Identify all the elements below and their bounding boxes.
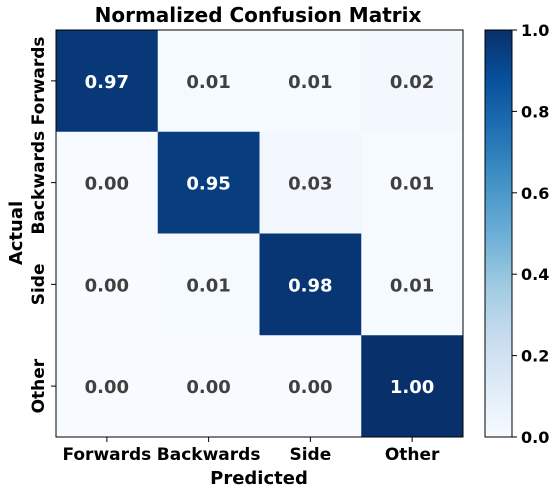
cell-value-label: 0.02 xyxy=(390,72,434,93)
heatmap-cell xyxy=(259,30,362,133)
cell-value-label: 0.01 xyxy=(186,72,230,93)
heatmap-cell xyxy=(259,131,362,234)
chart-title: Normalized Confusion Matrix xyxy=(95,3,422,27)
heatmap-cell xyxy=(259,233,362,336)
y-tick-labels: Forwards Backwards Side Other xyxy=(29,36,56,413)
heatmap-cell xyxy=(361,30,464,133)
cell-value-label: 1.00 xyxy=(390,377,434,398)
heatmap-cell xyxy=(259,335,362,438)
heatmap-cell xyxy=(56,233,159,336)
colorbar-tick-label: 1.0 xyxy=(521,21,549,40)
x-tick-label: Backwards xyxy=(157,445,261,465)
x-tick-label: Forwards xyxy=(62,445,151,465)
heatmap-cell xyxy=(157,233,260,336)
colorbar xyxy=(484,29,513,438)
cell-value-label: 0.97 xyxy=(85,72,129,93)
cell-value-label: 0.00 xyxy=(85,377,129,398)
y-tick-label: Other xyxy=(29,358,49,413)
heatmap-cell xyxy=(157,30,260,133)
x-tick-labels: Forwards Backwards Side Other xyxy=(62,437,440,465)
cell-value-label: 0.98 xyxy=(288,275,332,296)
cell-value-label: 0.00 xyxy=(85,174,129,195)
colorbar-tick-label: 0.2 xyxy=(521,347,549,366)
heatmap-cells: 0.97 0.01 0.01 0.02 0.00 0.95 0.03 0.01 0.00 0.01… xyxy=(56,30,464,438)
colorbar-tick-label: 0.6 xyxy=(521,184,549,203)
heatmap-cell xyxy=(56,335,159,438)
x-tick-label: Other xyxy=(385,445,440,465)
colorbar-tick-label: 0.0 xyxy=(521,428,549,447)
cell-value-label: 0.95 xyxy=(186,174,230,195)
cell-value-label: 0.00 xyxy=(85,275,129,296)
cell-value-label: 0.03 xyxy=(288,174,332,195)
cell-value-label: 0.00 xyxy=(186,377,230,398)
y-axis-label: Actual xyxy=(6,201,27,265)
heatmap-cell xyxy=(56,131,159,234)
cell-value-label: 0.01 xyxy=(390,275,434,296)
y-tick-label: Side xyxy=(29,263,49,305)
heatmap-cell xyxy=(361,335,464,438)
colorbar-ticks: 0.0 0.2 0.4 0.6 0.8 1.0 xyxy=(512,21,549,447)
y-tick-label: Forwards xyxy=(29,36,49,125)
y-tick-label: Backwards xyxy=(29,131,49,235)
heatmap-cell xyxy=(157,335,260,438)
plot-frame xyxy=(55,29,464,438)
cell-value-label: 0.00 xyxy=(288,377,332,398)
colorbar-tick-label: 0.8 xyxy=(521,102,549,121)
heatmap-cell xyxy=(361,131,464,234)
cell-value-label: 0.01 xyxy=(186,275,230,296)
x-tick-label: Side xyxy=(289,445,331,465)
heatmap-cell xyxy=(361,233,464,336)
heatmap-cell xyxy=(157,131,260,234)
cell-value-label: 0.01 xyxy=(288,72,332,93)
colorbar-tick-label: 0.4 xyxy=(521,265,549,284)
x-axis-label: Predicted xyxy=(210,468,308,488)
cell-value-label: 0.01 xyxy=(390,174,434,195)
heatmap-cell xyxy=(56,30,159,133)
